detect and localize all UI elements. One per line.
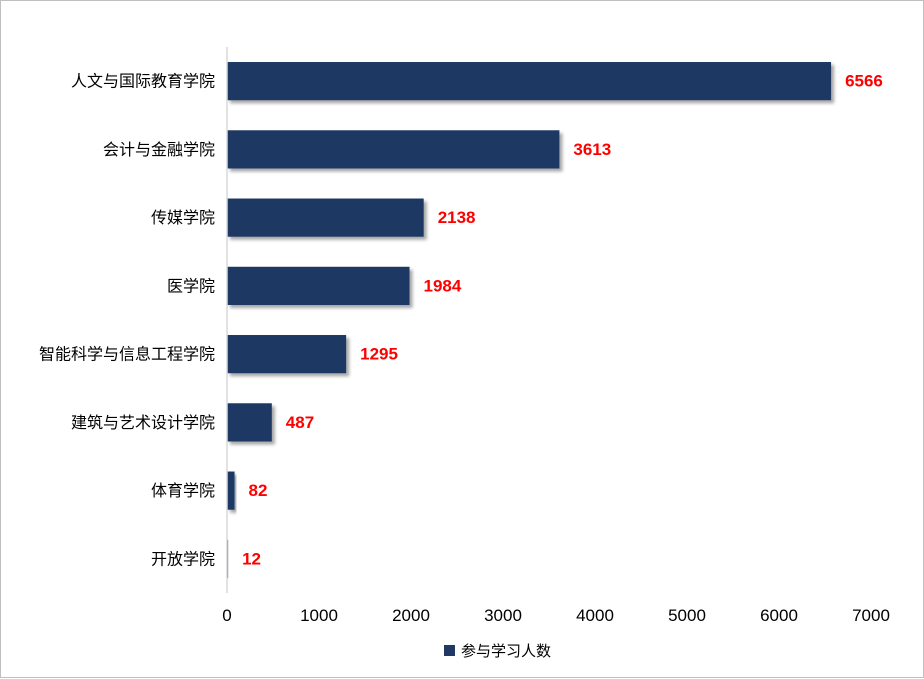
x-tick-label-7000: 7000 <box>852 606 890 625</box>
bar-3 <box>227 266 410 305</box>
data-label-7: 12 <box>242 549 261 568</box>
bars-layer <box>227 62 832 578</box>
data-label-1: 3613 <box>573 140 611 159</box>
bar-1 <box>227 130 560 169</box>
data-label-5: 487 <box>286 413 314 432</box>
category-label-6: 体育学院 <box>151 481 215 500</box>
category-label-0: 人文与国际教育学院 <box>71 72 215 91</box>
bar-0 <box>227 62 832 101</box>
category-label-4: 智能科学与信息工程学院 <box>39 345 215 364</box>
data-label-2: 2138 <box>438 208 476 227</box>
bar-4 <box>227 335 347 374</box>
bar-6 <box>227 471 235 510</box>
x-tick-label-6000: 6000 <box>760 606 798 625</box>
x-tick-label-2000: 2000 <box>392 606 430 625</box>
category-label-1: 会计与金融学院 <box>103 140 215 159</box>
x-tick-label-0: 0 <box>222 606 231 625</box>
data-label-3: 1984 <box>424 276 462 295</box>
category-label-7: 开放学院 <box>151 549 215 568</box>
x-tick-label-1000: 1000 <box>300 606 338 625</box>
legend-label: 参与学习人数 <box>461 642 551 660</box>
legend-swatch <box>444 645 455 656</box>
data-label-0: 6566 <box>845 72 883 91</box>
legend: 参与学习人数 <box>444 642 551 660</box>
data-label-6: 82 <box>249 481 268 500</box>
category-label-5: 建筑与艺术设计学院 <box>71 413 215 432</box>
x-tick-labels: 0 1000 2000 3000 4000 5000 6000 7000 <box>222 606 890 625</box>
data-labels: 6566 3613 2138 1984 1295 487 82 12 <box>242 72 883 569</box>
category-labels: 人文与国际教育学院会计与金融学院传媒学院医学院智能科学与信息工程学院建筑与艺术设… <box>39 72 215 569</box>
bar-5 <box>227 403 272 442</box>
category-label-2: 传媒学院 <box>151 208 215 227</box>
data-label-4: 1295 <box>360 345 398 364</box>
x-tick-label-4000: 4000 <box>576 606 614 625</box>
x-tick-label-5000: 5000 <box>668 606 706 625</box>
x-tick-label-3000: 3000 <box>484 606 522 625</box>
category-label-3: 医学院 <box>167 276 215 295</box>
bar-2 <box>227 198 424 237</box>
